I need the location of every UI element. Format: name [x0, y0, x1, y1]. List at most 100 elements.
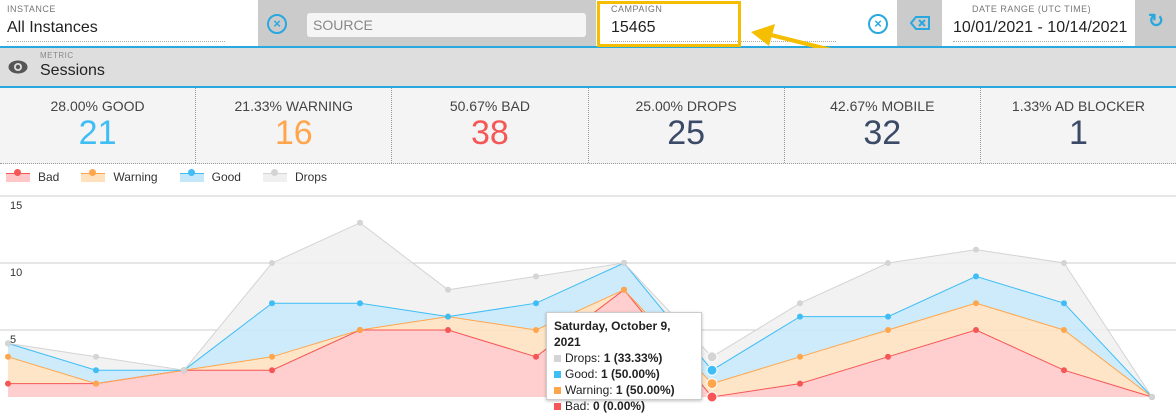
- campaign-filter[interactable]: CAMPAIGN 15465 ×: [596, 0, 897, 46]
- date-range-label: DATE RANGE (UTC TIME): [972, 4, 1092, 14]
- legend-item-good[interactable]: Good: [179, 168, 241, 184]
- source-input[interactable]: SOURCE: [307, 13, 586, 37]
- point-good[interactable]: [357, 300, 363, 307]
- point-good[interactable]: [1061, 300, 1067, 307]
- area-warning: [8, 289, 1152, 397]
- stats-row: 28.00% GOOD 21 21.33% WARNING 16 50.67% BA…: [0, 88, 1176, 164]
- campaign-value[interactable]: 15465: [611, 19, 656, 36]
- chart-legend: Bad Warning Good Drops: [6, 168, 349, 184]
- point-bad[interactable]: [1061, 367, 1067, 374]
- point-bad[interactable]: [797, 380, 803, 387]
- legend-swatch-icon: [179, 168, 204, 182]
- point-good[interactable]: [797, 313, 803, 320]
- date-range-value[interactable]: 10/01/2021 - 10/14/2021: [953, 19, 1128, 36]
- highlight-box: [597, 1, 741, 47]
- backspace-icon: [910, 16, 930, 30]
- line-drops: [7, 222, 1153, 398]
- point-drops[interactable]: [973, 246, 979, 253]
- point-drops[interactable]: [445, 286, 451, 293]
- point-good[interactable]: [533, 300, 539, 307]
- point-warning[interactable]: [5, 353, 11, 360]
- point-bad[interactable]: [269, 367, 275, 374]
- point-drops[interactable]: [1061, 260, 1067, 266]
- legend-label: Bad: [38, 170, 60, 184]
- line-good: [7, 262, 1153, 398]
- point-drops[interactable]: [181, 367, 187, 374]
- clear-instance-icon[interactable]: ×: [267, 14, 287, 34]
- point-warning[interactable]: [93, 380, 99, 387]
- point-warning[interactable]: [706, 378, 718, 390]
- point-bad[interactable]: [885, 353, 891, 360]
- point-bad[interactable]: [973, 327, 979, 333]
- legend-label: Drops: [294, 170, 327, 184]
- stat-ad-blocker: 1.33% AD BLOCKER 1: [1011, 98, 1145, 152]
- instance-filter[interactable]: INSTANCE All Instances: [0, 0, 258, 46]
- instance-label: INSTANCE: [7, 4, 56, 14]
- area-drops: [8, 222, 1152, 397]
- chart-tooltip: Saturday, October 9, 2021 Drops: 1 (33.3…: [546, 312, 702, 413]
- y-tick-label: 10: [10, 267, 22, 279]
- clear-campaign-icon[interactable]: ×: [868, 14, 888, 34]
- legend-label: Warning: [113, 170, 158, 184]
- stat-mobile: 42.67% MOBILE 32: [785, 88, 981, 163]
- point-good[interactable]: [93, 367, 99, 374]
- stat-bad: 50.67% BAD 38: [392, 88, 589, 163]
- legend-item-drops[interactable]: Drops: [262, 168, 327, 184]
- date-range-filter[interactable]: DATE RANGE (UTC TIME) 10/01/2021 - 10/14…: [942, 0, 1135, 46]
- point-warning[interactable]: [797, 353, 803, 360]
- point-drops[interactable]: [5, 340, 11, 347]
- tooltip-row: Bad: 0 (0.00%): [554, 398, 694, 414]
- legend-swatch-icon: [81, 168, 106, 182]
- refresh-icon: ↻: [1148, 11, 1164, 32]
- y-tick-label: 15: [10, 200, 22, 212]
- backspace-button[interactable]: [897, 0, 942, 46]
- point-drops[interactable]: [1149, 394, 1155, 400]
- point-warning[interactable]: [269, 353, 275, 360]
- point-bad[interactable]: [445, 327, 451, 333]
- filter-bar: INSTANCE All Instances × SOURCE CAMPAIGN…: [0, 0, 1176, 58]
- tooltip-row: Warning: 1 (50.00%): [554, 382, 694, 398]
- instance-value[interactable]: All Instances: [7, 19, 98, 36]
- legend-swatch-icon: [262, 168, 287, 182]
- point-warning[interactable]: [973, 300, 979, 307]
- point-bad[interactable]: [5, 380, 11, 387]
- campaign-label: CAMPAIGN: [611, 4, 663, 14]
- eye-icon: [8, 60, 28, 74]
- point-good[interactable]: [706, 364, 718, 376]
- point-bad[interactable]: [706, 391, 718, 403]
- refresh-button[interactable]: ↻: [1135, 0, 1176, 46]
- point-warning[interactable]: [357, 327, 363, 333]
- point-drops[interactable]: [621, 260, 627, 266]
- tooltip-row: Drops: 1 (33.33%): [554, 350, 694, 366]
- legend-item-warning[interactable]: Warning: [81, 168, 158, 184]
- stat-good: 28.00% GOOD 21: [0, 88, 197, 163]
- tooltip-title: Saturday, October 9, 2021: [554, 319, 671, 349]
- point-good[interactable]: [445, 313, 451, 320]
- legend-swatch-icon: [6, 168, 30, 182]
- point-drops[interactable]: [93, 353, 99, 360]
- point-drops[interactable]: [706, 351, 718, 363]
- point-bad[interactable]: [533, 353, 539, 360]
- metric-label: METRIC: [40, 51, 74, 60]
- point-warning[interactable]: [885, 327, 891, 333]
- point-good[interactable]: [269, 300, 275, 307]
- point-drops[interactable]: [797, 300, 803, 307]
- point-drops[interactable]: [533, 273, 539, 280]
- y-tick-label: 5: [10, 334, 16, 346]
- point-warning[interactable]: [1061, 327, 1067, 333]
- stat-drops: 25.00% DROPS 25: [589, 88, 785, 163]
- legend-item-bad[interactable]: Bad: [6, 168, 60, 184]
- point-good[interactable]: [973, 273, 979, 280]
- point-good[interactable]: [885, 313, 891, 320]
- point-drops[interactable]: [885, 260, 891, 266]
- point-drops[interactable]: [357, 219, 363, 226]
- legend-label: Good: [211, 170, 241, 184]
- tooltip-row: Good: 1 (50.00%): [554, 366, 694, 382]
- point-warning[interactable]: [533, 327, 539, 333]
- point-warning[interactable]: [621, 286, 627, 293]
- line-warning: [7, 289, 1153, 398]
- metric-value: Sessions: [40, 62, 105, 79]
- point-drops[interactable]: [269, 260, 275, 266]
- metric-selector[interactable]: METRIC Sessions: [0, 48, 1176, 88]
- stat-warning: 21.33% WARNING 16: [196, 88, 393, 163]
